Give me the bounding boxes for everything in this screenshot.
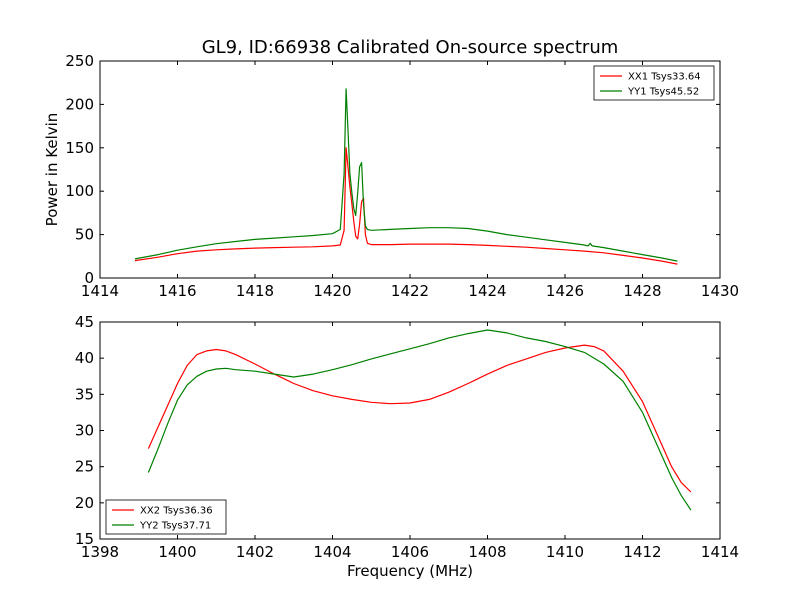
x-tick-label: 1404 [313, 543, 351, 561]
x-tick-label: 1402 [236, 543, 274, 561]
x-tick-label: 1410 [546, 543, 584, 561]
x-tick-label: 1400 [158, 543, 196, 561]
y-tick-label: 40 [75, 349, 94, 367]
y-tick-label: 45 [75, 313, 94, 331]
x-tick-label: 1422 [391, 282, 429, 300]
x-tick-label: 1408 [468, 543, 506, 561]
series-line-1-1 [134, 147, 678, 265]
y-tick-label: 20 [75, 494, 94, 512]
legend-box [105, 499, 227, 535]
chart-panels: 1414 1416 1418 1420 1422 1424 1426 1428 1430 0 50 1… [43, 52, 739, 580]
x-tick-label: 1414 [81, 282, 119, 300]
y-tick-label: 35 [75, 385, 94, 403]
x-tick-label: 1398 [81, 543, 119, 561]
y-tick-label: 0 [84, 269, 94, 287]
legend-label: XX2 Tsys36.36 [140, 506, 213, 517]
series-line-2-1 [147, 344, 692, 493]
chart-title: GL9, ID:66938 Calibrated On-source spect… [202, 37, 619, 58]
x-tick-label: 1406 [391, 543, 429, 561]
x-tick-label: 1412 [623, 543, 661, 561]
y-tick-label: 250 [65, 52, 94, 70]
y-tick-label: 30 [75, 422, 94, 440]
x-axis-label: Frequency (MHz) [347, 562, 473, 580]
x-tick-label: 1430 [701, 282, 739, 300]
y-tick-label: 25 [75, 458, 94, 476]
legend-box [593, 65, 715, 101]
chart-panel-1: 1414 1416 1418 1420 1422 1424 1426 1428 1430 0 50 1… [43, 52, 739, 300]
x-tick-label: 1418 [236, 282, 274, 300]
chart-panel-2: 1398 1400 1402 1404 1406 1408 1410 1412 1414 15 20… [75, 313, 739, 580]
legend-label: YY2 Tsys37.71 [139, 521, 211, 532]
x-tick-label: 1426 [546, 282, 584, 300]
y-tick-label: 50 [75, 226, 94, 244]
series-line-2-2 [147, 329, 692, 511]
x-tick-label: 1428 [623, 282, 661, 300]
x-tick-label: 1420 [313, 282, 351, 300]
legend-label: XX1 Tsys33.64 [628, 72, 701, 83]
y-tick-label: 15 [75, 530, 94, 548]
x-tick-label: 1424 [468, 282, 506, 300]
legend-label: YY1 Tsys45.52 [627, 87, 699, 98]
x-tick-label: 1414 [701, 543, 739, 561]
series-line-1-2 [134, 88, 678, 262]
x-tick-label: 1416 [158, 282, 196, 300]
y-tick-label: 150 [65, 139, 94, 157]
y-axis-label: Power in Kelvin [43, 113, 61, 227]
y-tick-label: 100 [65, 182, 94, 200]
y-tick-label: 200 [65, 95, 94, 113]
